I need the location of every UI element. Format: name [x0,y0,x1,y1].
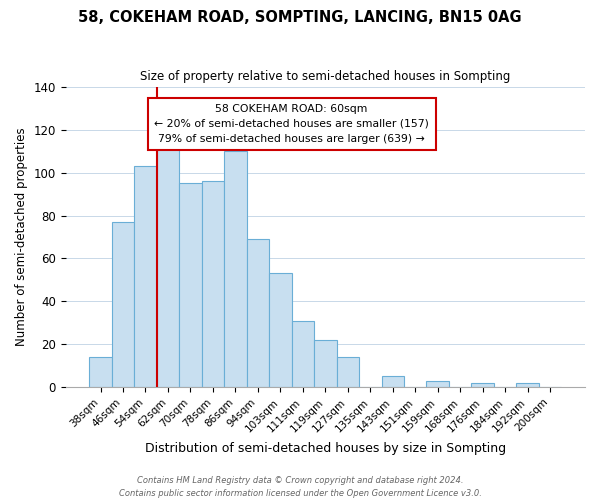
Title: Size of property relative to semi-detached houses in Sompting: Size of property relative to semi-detach… [140,70,511,83]
Bar [224,152,247,387]
Bar [269,274,292,387]
Bar [382,376,404,387]
Text: 58, COKEHAM ROAD, SOMPTING, LANCING, BN15 0AG: 58, COKEHAM ROAD, SOMPTING, LANCING, BN1… [78,10,522,25]
Bar [314,340,337,387]
Bar [157,145,179,387]
Text: 58 COKEHAM ROAD: 60sqm
← 20% of semi-detached houses are smaller (157)
79% of se: 58 COKEHAM ROAD: 60sqm ← 20% of semi-det… [154,104,429,144]
Bar [247,239,269,387]
Bar [517,383,539,387]
Text: Contains HM Land Registry data © Crown copyright and database right 2024.
Contai: Contains HM Land Registry data © Crown c… [119,476,481,498]
X-axis label: Distribution of semi-detached houses by size in Sompting: Distribution of semi-detached houses by … [145,442,506,455]
Bar [292,320,314,387]
Bar [472,383,494,387]
Bar [89,357,112,387]
Bar [179,184,202,387]
Bar [134,166,157,387]
Bar [337,357,359,387]
Y-axis label: Number of semi-detached properties: Number of semi-detached properties [15,128,28,346]
Bar [202,182,224,387]
Bar [427,380,449,387]
Bar [112,222,134,387]
